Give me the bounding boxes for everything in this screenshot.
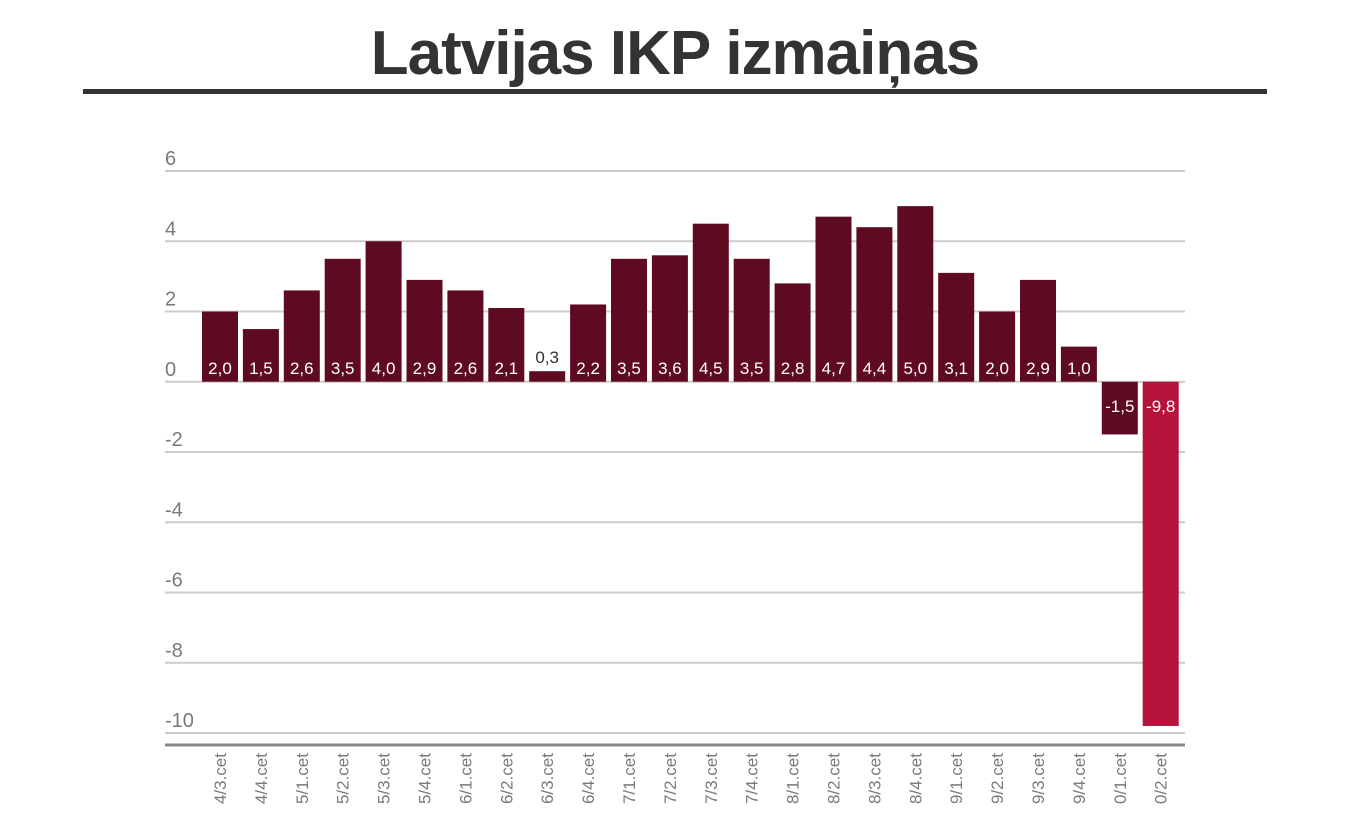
bar <box>611 258 647 382</box>
bar <box>1101 381 1138 435</box>
y-tick-label: -8 <box>165 640 183 662</box>
bar-value-label: 5,0 <box>903 359 927 378</box>
bar <box>897 206 934 382</box>
x-tick-label: 6/4.cet <box>579 753 598 804</box>
bar <box>979 311 1016 382</box>
bar-value-label: 2,6 <box>454 359 478 378</box>
x-axis-ticks: 4/3.cet 4/4.cet 5/1.cet 5/2.cet 5/3.cet 5/4.c… <box>211 753 1171 804</box>
bar <box>938 272 975 382</box>
bar <box>529 371 566 382</box>
x-tick-label: 9/3.cet <box>1029 753 1048 804</box>
bar-value-label: 4,4 <box>863 359 887 378</box>
x-tick-label: 6/1.cet <box>456 753 475 804</box>
bar <box>324 258 361 382</box>
bar <box>815 216 852 382</box>
bar-value-label: 0,3 <box>535 348 559 367</box>
x-tick-label: 6/2.cet <box>497 753 516 804</box>
bar <box>651 255 688 382</box>
bar <box>1020 279 1056 382</box>
x-tick-label: 4/4.cet <box>252 753 271 804</box>
bar <box>1142 381 1179 726</box>
x-tick-label: 8/3.cet <box>865 753 884 804</box>
x-tick-label: 5/4.cet <box>416 753 435 804</box>
bar <box>1060 346 1097 382</box>
x-tick-label: 9/1.cet <box>947 753 966 804</box>
bar-value-label: 2,9 <box>1026 359 1050 378</box>
bar <box>202 311 238 382</box>
y-tick-label: 6 <box>165 148 176 170</box>
x-tick-label: 9/2.cet <box>988 753 1007 804</box>
bar-value-label: 1,0 <box>1067 359 1091 378</box>
bar <box>856 227 893 382</box>
bar <box>365 241 402 382</box>
y-tick-label: -6 <box>165 570 183 592</box>
bar-value-label: 4,5 <box>699 359 723 378</box>
bar-value-label: -1,5 <box>1105 397 1134 416</box>
bar <box>406 279 443 382</box>
bar-value-label: 2,1 <box>494 359 518 378</box>
x-tick-label: 8/2.cet <box>825 753 844 804</box>
x-tick-label: 5/2.cet <box>334 753 353 804</box>
x-tick-label: 7/4.cet <box>743 753 762 804</box>
bar-value-label: 3,5 <box>740 359 764 378</box>
bar <box>283 290 320 382</box>
x-tick-label: 7/1.cet <box>620 753 639 804</box>
chart-title: Latvijas IKP izmaiņas <box>370 19 980 88</box>
bar-value-label: 4,7 <box>822 359 846 378</box>
x-tick-label: 8/1.cet <box>784 753 803 804</box>
bar <box>774 283 811 382</box>
y-tick-label: -4 <box>165 499 183 521</box>
y-tick-label: 0 <box>165 359 176 381</box>
x-tick-label: 8/4.cet <box>906 753 925 804</box>
bar-value-label: 2,9 <box>413 359 437 378</box>
bar-value-label: -9,8 <box>1146 397 1175 416</box>
x-tick-label: 9/4.cet <box>1070 753 1089 804</box>
bar <box>570 304 607 382</box>
x-tick-label: 4/3.cet <box>211 753 230 804</box>
x-tick-label: 0/1.cet <box>1111 753 1130 804</box>
bar-value-label: 3,1 <box>944 359 968 378</box>
bar <box>488 307 525 382</box>
bar <box>692 223 729 382</box>
bar-value-label: 3,5 <box>331 359 355 378</box>
bar-value-label: 3,5 <box>617 359 641 378</box>
bar-value-label: 2,8 <box>781 359 805 378</box>
y-tick-label: -2 <box>165 429 183 451</box>
x-tick-label: 5/1.cet <box>293 753 312 804</box>
bar-value-label: 2,0 <box>985 359 1009 378</box>
bar-value-label: 2,6 <box>290 359 314 378</box>
bar <box>447 290 484 382</box>
y-axis-ticks: 6 4 2 0 -2 -4 -6 -8 -10 <box>165 148 194 732</box>
bar <box>242 329 279 382</box>
bar-value-label: 2,2 <box>576 359 600 378</box>
y-tick-label: 4 <box>165 218 176 240</box>
x-tick-label: 6/3.cet <box>538 753 557 804</box>
title-underline <box>83 89 1267 94</box>
bar-value-labels: 2,0 1,5 2,6 3,5 4,0 2,9 2,6 2,1 0,3 2,2 3,5 3,6 4,5 3… <box>208 348 1175 416</box>
bar-value-label: 3,6 <box>658 359 682 378</box>
bar-value-label: 4,0 <box>372 359 396 378</box>
x-tick-label: 7/3.cet <box>702 753 721 804</box>
bar-value-label: 1,5 <box>249 359 273 378</box>
bars <box>202 206 1179 726</box>
bar <box>733 258 770 382</box>
bar-value-label: 2,0 <box>208 359 232 378</box>
y-tick-label: -10 <box>165 710 194 732</box>
x-tick-label: 7/2.cet <box>661 753 680 804</box>
x-tick-label: 5/3.cet <box>375 753 394 804</box>
y-tick-label: 2 <box>165 289 176 311</box>
x-tick-label: 0/2.cet <box>1152 753 1171 804</box>
